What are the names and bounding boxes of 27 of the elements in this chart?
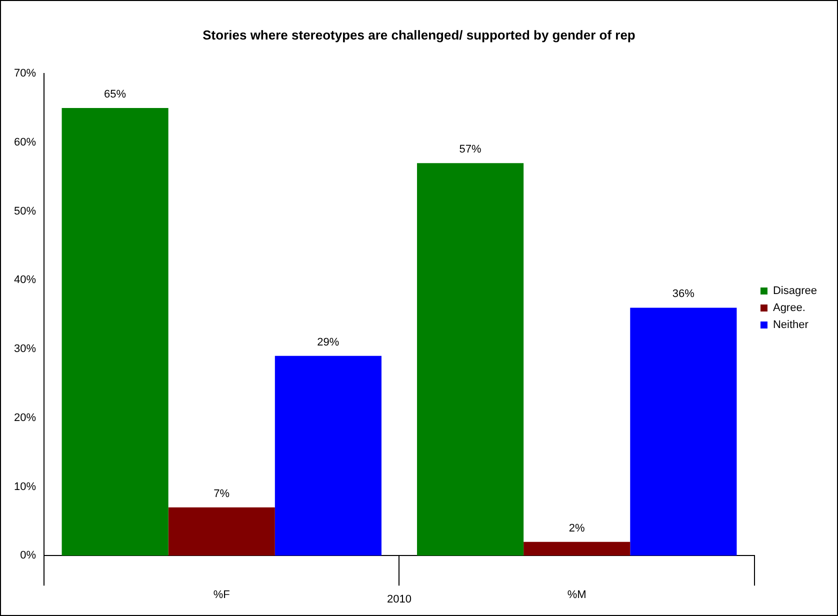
y-tick-label: 40%: [14, 274, 36, 286]
bar: [168, 507, 275, 556]
legend-label: Neither: [772, 319, 809, 332]
data-label: 7%: [214, 488, 230, 500]
x-tick-label: %M: [567, 589, 586, 602]
y-tick-label: 50%: [14, 205, 36, 218]
bar: [274, 356, 382, 556]
y-tick-label: 30%: [14, 343, 36, 356]
data-label: 36%: [672, 288, 695, 300]
data-label: 65%: [104, 88, 126, 101]
x-axis-title: 2010: [387, 593, 412, 606]
bar: [630, 308, 737, 556]
y-tick-label: 10%: [14, 480, 36, 493]
bar: [417, 163, 524, 556]
bar: [524, 542, 630, 556]
legend-label: Agree.: [772, 302, 806, 314]
data-label: 57%: [459, 144, 482, 156]
x-tick-label: %F: [213, 589, 230, 602]
data-label: 2%: [568, 522, 586, 534]
y-tick-label: 70%: [14, 68, 36, 80]
y-tick-label: 0%: [20, 550, 36, 562]
data-label: 29%: [317, 336, 340, 348]
chart-title: Stories where stereotypes are challenged/ supported by gender of rep: [202, 27, 636, 42]
bar: [62, 108, 168, 556]
y-tick-label: 60%: [14, 136, 36, 148]
y-tick-label: 20%: [14, 412, 36, 424]
legend-label: Disagree: [772, 285, 818, 298]
